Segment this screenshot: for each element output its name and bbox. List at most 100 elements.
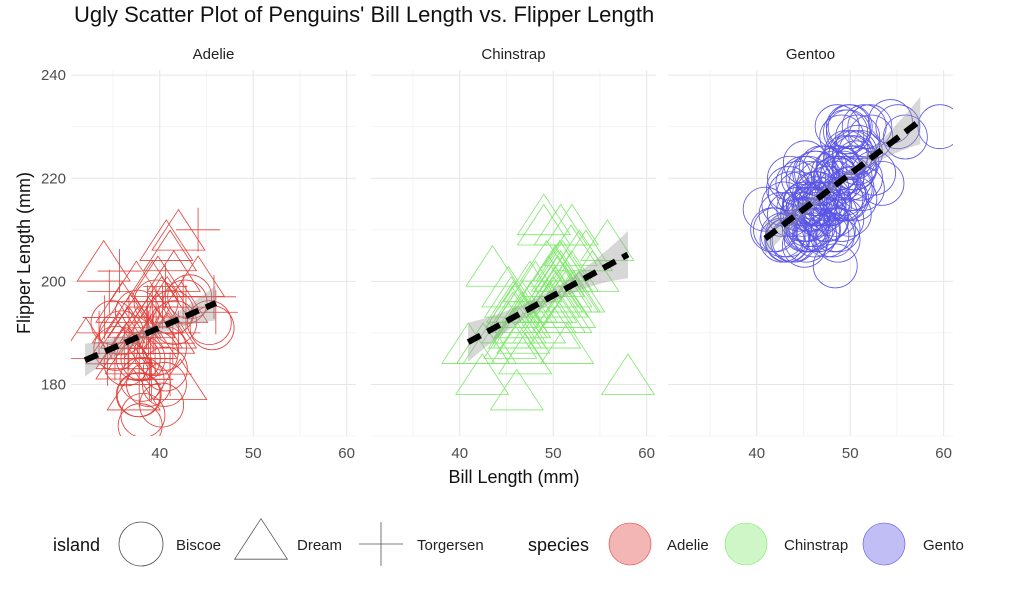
data-point	[465, 245, 520, 287]
data-points	[71, 207, 238, 436]
data-point	[126, 362, 171, 407]
legend-key-plus	[359, 522, 403, 566]
data-point	[129, 291, 185, 334]
data-point	[485, 291, 541, 334]
x-tick-label: 40	[451, 445, 468, 462]
legend-key-circle	[118, 521, 164, 567]
legend-title-island: island	[53, 535, 100, 555]
data-point	[782, 181, 828, 227]
data-point	[154, 281, 209, 323]
facet-adelie: Adelie 40 50 60	[71, 46, 356, 462]
facet-chinstrap: Chinstrap 40 50 60	[371, 46, 656, 462]
data-point	[600, 353, 656, 395]
data-point	[170, 255, 226, 297]
data-point	[130, 255, 186, 297]
data-points	[441, 193, 656, 411]
y-tick-label: 220	[41, 170, 66, 187]
data-point	[831, 145, 877, 191]
data-point	[767, 155, 812, 201]
data-point	[519, 239, 574, 282]
chart-title: Ugly Scatter Plot of Penguins' Bill Leng…	[74, 2, 654, 27]
data-point	[558, 229, 614, 272]
legend-key-color	[724, 522, 768, 566]
data-point	[139, 382, 185, 428]
facet-strip-label: Gentoo	[786, 46, 835, 63]
data-point	[825, 109, 871, 155]
trend-line	[466, 251, 630, 345]
x-tick-label: 60	[935, 445, 952, 462]
facet-strip-label: Chinstrap	[481, 46, 545, 63]
data-point	[99, 306, 155, 349]
x-axis-title: Bill Length (mm)	[448, 467, 579, 487]
legend-label: Biscoe	[176, 537, 221, 554]
data-point	[814, 104, 860, 150]
y-tick-label: 240	[41, 67, 66, 84]
legend-label: Chinstrap	[784, 537, 848, 554]
x-tick-label: 50	[842, 445, 859, 462]
data-point	[759, 217, 805, 263]
data-point	[875, 104, 921, 150]
data-point	[139, 219, 194, 261]
data-point	[580, 219, 635, 261]
data-point	[834, 140, 880, 186]
legend-title-species: species	[528, 535, 589, 555]
data-point	[847, 104, 893, 150]
data-point	[797, 181, 843, 227]
data-point	[527, 306, 582, 349]
data-point	[792, 171, 838, 217]
data-point	[455, 353, 510, 395]
x-tick-label: 50	[245, 445, 262, 462]
x-tick-label: 60	[638, 445, 655, 462]
data-point	[819, 114, 865, 160]
data-point	[826, 191, 872, 237]
data-point	[859, 161, 905, 206]
data-points	[742, 99, 953, 289]
legend-label: Torgersen	[417, 537, 484, 554]
data-point	[825, 104, 871, 150]
y-tick-label: 200	[41, 273, 66, 290]
data-point	[813, 161, 859, 206]
data-point	[540, 322, 595, 364]
x-tick-label: 50	[545, 445, 562, 462]
data-point	[124, 305, 169, 350]
trend-line	[763, 118, 923, 241]
x-tick-label: 60	[338, 445, 355, 462]
data-point	[819, 197, 865, 242]
data-point	[798, 145, 844, 191]
data-point	[533, 203, 588, 246]
data-point	[484, 286, 540, 328]
data-point	[91, 301, 146, 344]
data-point	[776, 186, 822, 232]
legend-label: Gento	[923, 537, 964, 554]
data-point	[742, 186, 788, 232]
data-point	[151, 208, 206, 251]
data-point	[516, 193, 572, 236]
data-point	[142, 362, 187, 407]
data-point	[810, 212, 855, 258]
data-point	[812, 243, 858, 289]
data-point	[141, 312, 196, 354]
data-point	[794, 150, 839, 196]
data-point	[485, 281, 541, 323]
data-point	[782, 197, 828, 242]
data-point	[522, 291, 577, 334]
data-point	[87, 269, 132, 314]
legend-label: Adelie	[667, 537, 709, 554]
legend-key-color	[862, 522, 906, 566]
data-point	[146, 250, 201, 292]
data-point	[917, 104, 953, 150]
legend-key-color	[608, 522, 652, 566]
legend: island Biscoe Dream Torgersen species Adelie C…	[53, 517, 964, 567]
data-point	[106, 368, 161, 411]
x-tick-label: 40	[748, 445, 765, 462]
data-point	[176, 207, 221, 252]
y-tick-label: 180	[41, 376, 66, 393]
data-point	[804, 212, 850, 258]
data-point	[546, 270, 601, 313]
data-point	[82, 295, 127, 340]
data-point	[832, 176, 878, 222]
facet-gentoo: Gentoo 40 50 60	[668, 46, 953, 462]
data-point	[134, 275, 189, 318]
